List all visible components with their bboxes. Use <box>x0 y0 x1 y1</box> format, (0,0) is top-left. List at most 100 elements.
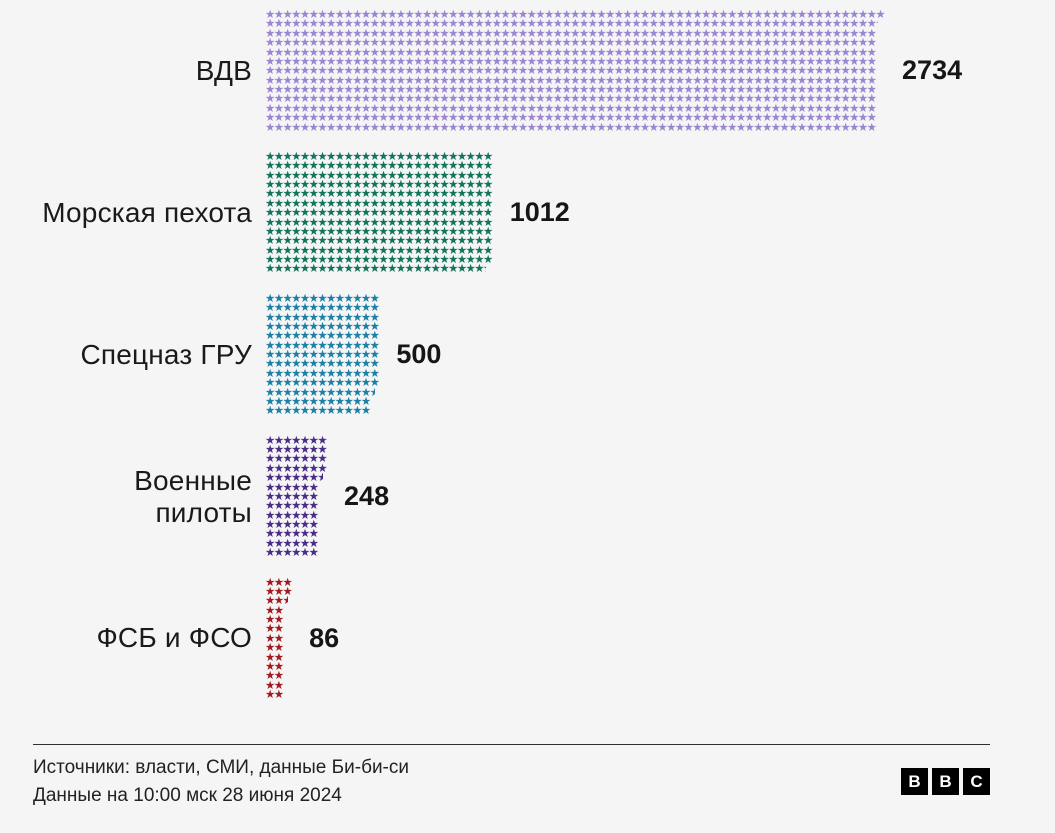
star-icon: ★ <box>273 214 285 229</box>
star-icon: ★ <box>404 63 415 78</box>
star-icon: ★ <box>474 233 485 248</box>
star-icon: ★ <box>282 384 293 399</box>
star-icon: ★ <box>500 7 511 21</box>
star-icon: ★ <box>465 72 476 87</box>
star-icon: ★ <box>395 252 407 266</box>
star-icon: ★ <box>613 35 625 50</box>
star-icon: ★ <box>474 148 485 163</box>
star-icon: ★ <box>692 7 703 21</box>
star-icon: ★ <box>299 347 311 361</box>
star-icon: ★ <box>605 100 616 115</box>
star-icon: ★ <box>343 393 354 408</box>
star-icon: ★ <box>474 44 485 59</box>
star-icon: ★ <box>360 186 372 201</box>
star-icon: ★ <box>735 110 747 125</box>
star-icon: ★ <box>369 365 380 380</box>
star-icon: ★ <box>474 223 485 238</box>
star-icon: ★ <box>465 158 476 173</box>
star-icon: ★ <box>334 82 346 96</box>
star-icon: ★ <box>439 252 450 266</box>
star-icon: ★ <box>265 574 276 589</box>
star-icon: ★ <box>761 25 773 40</box>
star-icon: ★ <box>265 318 276 333</box>
star-icon: ★ <box>535 25 546 40</box>
star-icon: ★ <box>700 72 712 87</box>
star-icon: ★ <box>430 35 441 50</box>
star-icon: ★ <box>421 205 433 220</box>
star-icon: ★ <box>308 460 319 475</box>
star-icon: ★ <box>552 72 564 87</box>
star-icon: ★ <box>343 148 354 163</box>
star-icon: ★ <box>578 63 590 78</box>
star-icon: ★ <box>265 432 276 447</box>
star-icon: ★ <box>265 640 276 655</box>
star-icon: ★ <box>282 205 293 220</box>
star-icon: ★ <box>299 526 311 541</box>
star-icon: ★ <box>631 53 642 68</box>
star-icon: ★ <box>369 44 380 59</box>
star-icon: ★ <box>299 119 311 134</box>
star-icon: ★ <box>448 195 459 210</box>
star-icon: ★ <box>282 365 293 380</box>
row-value: 248 <box>344 481 390 512</box>
star-icon: ★ <box>796 82 808 96</box>
star-icon: ★ <box>308 158 319 173</box>
star-icon: ★ <box>387 72 398 87</box>
star-icon: ★ <box>265 186 276 201</box>
star-icon: ★ <box>482 63 494 78</box>
star-icon: ★ <box>343 7 354 21</box>
star-icon: ★ <box>448 119 459 134</box>
star-icon: ★ <box>404 53 415 68</box>
star-icon: ★ <box>413 53 424 68</box>
star-icon: ★ <box>404 148 415 163</box>
star-icon: ★ <box>578 110 590 125</box>
star-icon: ★ <box>448 7 459 21</box>
star-icon: ★ <box>823 72 834 87</box>
star-icon: ★ <box>831 44 843 59</box>
star-icon: ★ <box>308 488 319 503</box>
star-bar: ★ ★ ★ ★ ★ ★ ★ ★ ★ ★ ★ ★ ★ ★ ★ ★ ★ ★ ★ ★ ★ ★ ★ ★ ★ ★ ★ ★ ★ ★ ★ ★ ★ ★ ★ ★ ★ ★ ★ ★… <box>265 7 886 134</box>
star-icon: ★ <box>282 526 293 541</box>
star-icon: ★ <box>788 16 799 31</box>
star-icon: ★ <box>299 242 311 257</box>
star-icon: ★ <box>779 63 790 78</box>
star-icon: ★ <box>849 35 860 50</box>
star-icon: ★ <box>352 119 363 134</box>
star-icon: ★ <box>395 205 407 220</box>
star-icon: ★ <box>526 110 537 125</box>
star-icon: ★ <box>735 7 747 21</box>
star-icon: ★ <box>456 110 468 125</box>
star-icon: ★ <box>273 517 285 531</box>
star-icon: ★ <box>352 214 363 229</box>
star-icon: ★ <box>448 205 459 220</box>
star-icon: ★ <box>299 365 311 380</box>
star-icon: ★ <box>265 119 276 134</box>
star-icon: ★ <box>299 460 311 475</box>
star-icon: ★ <box>352 403 363 418</box>
star-icon: ★ <box>265 602 276 617</box>
star-icon: ★ <box>605 25 616 40</box>
star-icon: ★ <box>657 16 668 31</box>
star-icon: ★ <box>849 53 860 68</box>
star-icon: ★ <box>727 7 738 21</box>
star-icon: ★ <box>639 35 651 50</box>
star-icon: ★ <box>753 72 764 87</box>
star-icon: ★ <box>404 110 415 125</box>
star-icon: ★ <box>334 309 346 324</box>
star-icon: ★ <box>718 91 729 106</box>
star-icon: ★ <box>631 100 642 115</box>
star-icon: ★ <box>831 91 843 106</box>
star-icon: ★ <box>456 7 468 21</box>
star-icon: ★ <box>421 177 433 191</box>
star-icon: ★ <box>596 44 607 59</box>
star-icon: ★ <box>352 384 363 399</box>
star-icon: ★ <box>491 110 502 125</box>
star-icon: ★ <box>639 16 651 31</box>
star-icon: ★ <box>334 356 346 371</box>
star-icon: ★ <box>317 337 328 352</box>
star-icon: ★ <box>378 100 389 115</box>
star-icon: ★ <box>291 507 302 522</box>
star-icon: ★ <box>352 72 363 87</box>
star-icon: ★ <box>561 72 572 87</box>
star-icon: ★ <box>265 375 276 390</box>
